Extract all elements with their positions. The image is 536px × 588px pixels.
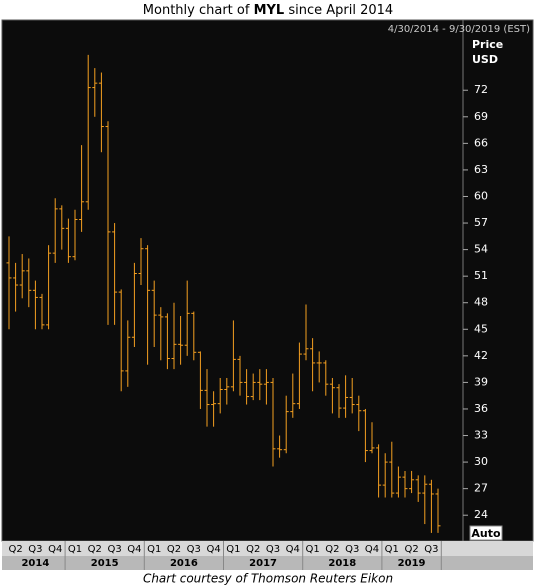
- y-tick-label: 36: [474, 402, 488, 415]
- x-tick-label: Q4: [48, 544, 62, 555]
- y-tick-label: 54: [474, 243, 488, 256]
- y-tick-label: 48: [474, 296, 488, 309]
- x-tick-label: Q2: [246, 544, 260, 555]
- year-label: 2015: [91, 558, 119, 569]
- year-label: 2018: [328, 558, 356, 569]
- x-tick-label: Q3: [424, 544, 438, 555]
- y-tick-label: 24: [474, 508, 488, 521]
- auto-label[interactable]: Auto: [471, 527, 501, 540]
- x-tick-label: Q2: [88, 544, 102, 555]
- x-tick-label: Q1: [147, 544, 161, 555]
- x-tick-label: Q3: [345, 544, 359, 555]
- year-label: 2016: [170, 558, 198, 569]
- axis-label: USD: [472, 53, 498, 66]
- year-label: 2019: [398, 558, 426, 569]
- x-tick-label: Q2: [8, 544, 22, 555]
- x-tick-label: Q3: [266, 544, 280, 555]
- y-tick-label: 60: [474, 189, 488, 202]
- x-tick-label: Q4: [286, 544, 300, 555]
- auto-button[interactable]: [469, 525, 503, 541]
- year-band: [2, 556, 533, 570]
- y-tick-label: 66: [474, 136, 488, 149]
- year-label: 2014: [21, 558, 49, 569]
- y-tick-label: 30: [474, 455, 488, 468]
- y-tick-label: 33: [474, 429, 488, 442]
- x-tick-label: Q1: [68, 544, 82, 555]
- x-tick-label: Q2: [167, 544, 181, 555]
- title-prefix: Monthly chart of: [143, 3, 254, 18]
- chart-title: Monthly chart of MYL since April 2014: [143, 3, 393, 18]
- date-range: 4/30/2014 - 9/30/2019 (EST): [388, 24, 530, 35]
- x-tick-label: Q4: [127, 544, 141, 555]
- x-tick-label: Q1: [305, 544, 319, 555]
- x-tick-label: Q3: [187, 544, 201, 555]
- y-tick-label: 39: [474, 375, 488, 388]
- x-tick-label: Q4: [365, 544, 379, 555]
- y-tick-label: 72: [474, 83, 488, 96]
- y-tick-label: 57: [474, 216, 488, 229]
- plot-background: [1, 19, 534, 542]
- x-tick-label: Q4: [206, 544, 220, 555]
- x-tick-label: Q2: [404, 544, 418, 555]
- y-tick-label: 42: [474, 349, 488, 362]
- y-tick-label: 69: [474, 110, 488, 123]
- x-tick-label: Q2: [325, 544, 339, 555]
- x-tick-label: Q1: [226, 544, 240, 555]
- axis-label: Price: [472, 38, 503, 51]
- y-tick-label: 45: [474, 322, 488, 335]
- y-tick-label: 27: [474, 482, 488, 495]
- quarter-band: [2, 541, 533, 556]
- x-tick-label: Q1: [385, 544, 399, 555]
- title-ticker: MYL: [254, 3, 285, 18]
- x-tick-label: Q3: [28, 544, 42, 555]
- title-suffix: since April 2014: [284, 3, 393, 18]
- year-label: 2017: [249, 558, 277, 569]
- y-tick-label: 63: [474, 163, 488, 176]
- y-tick-label: 51: [474, 269, 488, 282]
- caption: Chart courtesy of Thomson Reuters Eikon: [143, 572, 393, 586]
- x-tick-label: Q3: [107, 544, 121, 555]
